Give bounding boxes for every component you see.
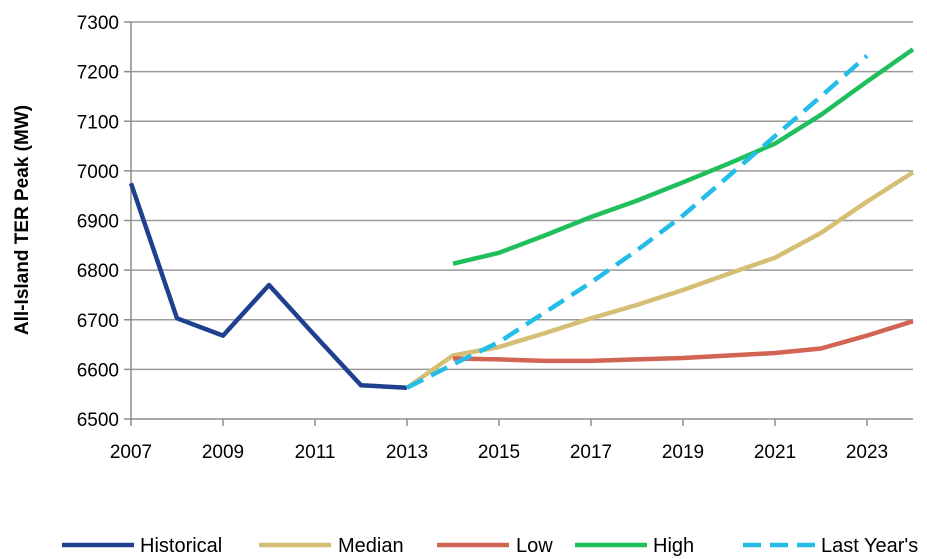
x-tick-label: 2009: [202, 442, 244, 463]
y-tick-label: 6900: [77, 212, 119, 233]
legend-label-historical: Historical: [140, 535, 222, 557]
gridlines: [131, 21, 913, 371]
series-line-median: [405, 170, 915, 390]
y-tick-label: 6700: [77, 311, 119, 332]
legend-label-median: Median: [338, 535, 404, 557]
x-axis-ticks: 2007 2009 2011 2013 2015 2017 2019 2021 2023: [110, 419, 888, 463]
y-tick-label: 6800: [77, 261, 119, 282]
y-tick-label: 6500: [77, 410, 119, 431]
y-tick-label: 6600: [77, 360, 119, 381]
x-tick-label: 2013: [386, 442, 428, 463]
x-tick-label: 2017: [570, 442, 612, 463]
series-line-historical: [128, 182, 408, 390]
legend-label-last-year-s: Last Year's: [821, 535, 918, 557]
series-line-last-year-s: [405, 54, 869, 390]
x-tick-label: 2019: [662, 442, 704, 463]
x-tick-label: 2021: [754, 442, 796, 463]
legend: Historical Median Low High Last Year's: [62, 535, 918, 557]
series-line-high: [452, 47, 915, 266]
x-tick-label: 2011: [295, 442, 336, 463]
series-lines: [128, 47, 915, 390]
y-tick-label: 7200: [77, 63, 119, 84]
x-tick-label: 2023: [846, 442, 888, 463]
y-tick-label: 7300: [77, 13, 119, 34]
y-axis-label: All-Island TER Peak (MW): [12, 105, 33, 335]
x-tick-label: 2007: [110, 442, 152, 463]
x-tick-label: 2015: [478, 442, 520, 463]
y-axis-ticks: 6500 6600 6700 6800 6900 7000 7100 7200 7300: [77, 13, 131, 431]
series-line-low: [452, 319, 914, 364]
y-tick-label: 7100: [77, 112, 119, 133]
legend-label-high: High: [653, 535, 694, 557]
legend-label-low: Low: [516, 535, 553, 557]
y-tick-label: 7000: [77, 162, 119, 183]
